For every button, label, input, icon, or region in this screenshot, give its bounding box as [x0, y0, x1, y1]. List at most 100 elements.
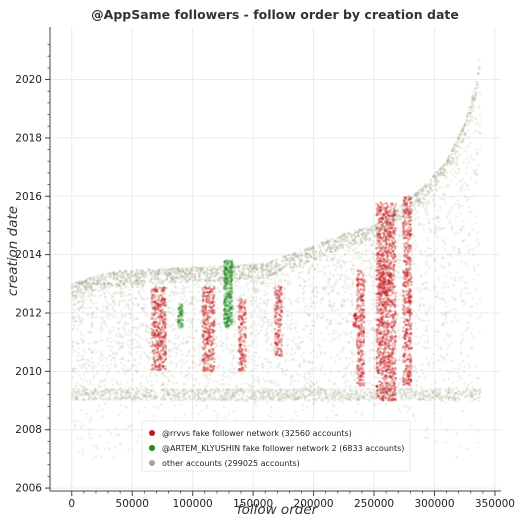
point-other — [131, 397, 135, 401]
point-other — [252, 392, 256, 396]
point-other — [443, 337, 447, 341]
point-other — [367, 322, 371, 326]
point-other — [380, 393, 383, 396]
point-other — [225, 394, 228, 397]
point-other — [354, 390, 358, 393]
point-other — [338, 398, 342, 401]
point-other — [201, 267, 205, 270]
point-other — [478, 314, 482, 318]
point-other — [373, 393, 377, 397]
point-other — [259, 297, 263, 301]
point-other — [366, 387, 370, 391]
point-other — [109, 354, 112, 357]
point-other — [80, 333, 84, 337]
point-other — [222, 366, 225, 370]
point-other — [128, 395, 132, 399]
point-other — [329, 370, 333, 374]
point-other — [170, 388, 174, 392]
point-other — [261, 266, 264, 269]
point-other — [304, 395, 307, 398]
point-other — [400, 388, 403, 391]
point-other — [291, 357, 295, 360]
point-other — [419, 335, 422, 339]
point-other — [397, 382, 401, 386]
point-other — [185, 354, 188, 358]
point-other — [358, 398, 361, 402]
point-other — [176, 271, 180, 275]
point-other — [426, 395, 429, 399]
point-other — [160, 398, 163, 402]
point-other — [312, 276, 315, 280]
point-other — [373, 224, 377, 228]
point-other — [335, 413, 339, 417]
point-other — [119, 357, 123, 361]
point-other — [336, 308, 339, 312]
point-other — [249, 358, 253, 361]
point-other — [347, 380, 351, 383]
point-other — [163, 269, 166, 273]
point-other — [440, 399, 444, 403]
point-other — [110, 330, 114, 334]
point-other — [282, 393, 286, 396]
point-other — [444, 305, 447, 308]
point-other — [225, 346, 228, 350]
point-other — [476, 441, 480, 445]
point-other — [286, 344, 290, 347]
point-other — [444, 168, 447, 172]
point-other — [73, 426, 76, 429]
point-other — [115, 382, 119, 385]
point-other — [339, 267, 343, 271]
point-other — [401, 297, 405, 300]
point-other — [80, 452, 84, 455]
point-other — [444, 441, 448, 444]
point-other — [435, 439, 439, 443]
point-other — [171, 266, 174, 270]
point-other — [354, 398, 358, 402]
point-other — [457, 179, 461, 182]
point-other — [197, 412, 200, 416]
point-other — [373, 396, 376, 400]
point-other — [447, 377, 451, 381]
point-other — [136, 440, 139, 444]
point-other — [198, 299, 201, 303]
point-other — [448, 212, 451, 215]
point-other — [118, 332, 121, 335]
point-other — [428, 266, 431, 269]
point-other — [101, 273, 104, 277]
point-other — [163, 398, 167, 401]
point-other — [114, 394, 117, 398]
point-other — [456, 199, 460, 202]
point-other — [370, 266, 373, 270]
point-other — [193, 269, 197, 273]
point-other — [466, 136, 470, 140]
point-other — [303, 395, 307, 399]
point-other — [161, 364, 164, 368]
point-other — [140, 398, 144, 402]
point-other — [261, 395, 265, 399]
point-other — [353, 229, 356, 232]
point-other — [315, 295, 319, 298]
point-other — [324, 388, 328, 392]
point-other — [96, 307, 100, 311]
point-other — [448, 170, 452, 174]
point-other — [354, 256, 357, 260]
point-other — [431, 389, 434, 393]
point-other — [464, 149, 468, 153]
point-other — [173, 308, 176, 312]
point-other — [254, 363, 258, 367]
point-other — [478, 132, 482, 135]
point-other — [215, 344, 219, 347]
point-other — [188, 302, 192, 306]
point-other — [451, 168, 455, 172]
point-other — [354, 247, 358, 250]
point-other — [106, 398, 109, 402]
point-other — [452, 249, 456, 252]
point-other — [288, 279, 291, 282]
point-other — [431, 217, 435, 221]
point-other — [422, 394, 426, 397]
point-other — [97, 404, 101, 408]
point-other — [402, 204, 406, 207]
point-other — [475, 302, 479, 306]
point-other — [415, 389, 419, 393]
